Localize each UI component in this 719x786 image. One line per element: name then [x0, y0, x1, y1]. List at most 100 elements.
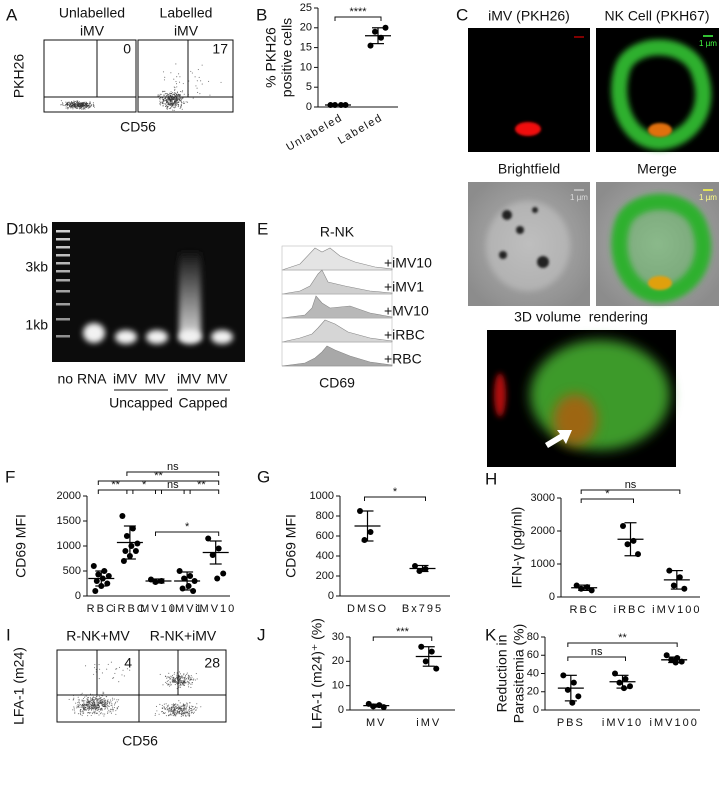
event-dot — [170, 99, 172, 101]
event-dot — [161, 97, 163, 99]
event-dot — [190, 70, 192, 72]
event-dot — [184, 708, 186, 710]
event-dot — [181, 97, 183, 99]
event-dot — [197, 91, 199, 94]
event-dot — [104, 708, 106, 710]
event-dot — [86, 698, 88, 700]
event-dot — [85, 695, 87, 697]
x-axis-label: CD56 — [122, 733, 158, 749]
event-dot — [162, 707, 164, 710]
gate — [139, 650, 179, 696]
event-dot — [176, 688, 178, 690]
event-dot — [64, 105, 66, 107]
data-point — [622, 675, 629, 682]
data-point — [367, 529, 374, 535]
y-tick-label: 25 — [300, 2, 312, 14]
event-dot — [175, 100, 177, 102]
event-dot — [82, 703, 84, 705]
y-axis-label: LFA-1 (m24)⁺ (%) — [309, 618, 325, 729]
event-dot — [84, 696, 86, 698]
event-dot — [83, 102, 85, 104]
event-dot — [72, 108, 74, 110]
event-dot — [95, 671, 97, 673]
event-dot — [102, 692, 104, 695]
event-dot — [81, 107, 83, 109]
event-dot — [90, 698, 92, 700]
x-tick-label: MV10 — [140, 603, 177, 615]
data-point — [214, 575, 221, 582]
event-dot — [181, 681, 183, 683]
event-dot — [181, 680, 183, 682]
ladder-band — [56, 262, 70, 265]
event-dot — [188, 80, 190, 82]
data-point — [666, 567, 673, 574]
event-dot — [177, 673, 179, 675]
event-dot — [169, 708, 171, 710]
event-dot — [96, 709, 98, 712]
event-dot — [166, 108, 168, 110]
event-dot — [208, 80, 210, 82]
event-dot — [174, 710, 176, 712]
data-point — [412, 563, 418, 569]
event-dot — [167, 103, 169, 105]
event-dot — [73, 697, 75, 699]
event-dot — [80, 709, 82, 711]
y-tick-label: 20 — [300, 22, 312, 34]
event-dot — [89, 703, 91, 705]
event-dot — [126, 668, 128, 670]
y-tick-label: 200 — [316, 570, 334, 582]
event-dot — [170, 107, 172, 109]
x-tick-label: iMV — [416, 717, 441, 729]
event-dot — [176, 99, 178, 101]
event-dot — [68, 101, 70, 103]
event-dot — [68, 105, 71, 107]
event-dot — [163, 96, 166, 98]
event-dot — [161, 102, 163, 104]
significance-bracket — [126, 489, 162, 494]
rna-band — [146, 330, 168, 344]
event-dot — [84, 703, 86, 706]
event-dot — [85, 665, 87, 667]
event-dot — [87, 105, 89, 107]
event-dot — [103, 698, 105, 700]
event-dot — [175, 95, 177, 97]
event-dot — [162, 105, 164, 107]
event-dot — [186, 672, 188, 674]
event-dot — [157, 94, 159, 96]
lane-label: MV — [207, 371, 229, 387]
event-dot — [172, 97, 174, 99]
event-dot — [188, 682, 190, 684]
plot-title: Unlabelled — [59, 5, 125, 21]
event-dot — [174, 94, 176, 96]
event-dot — [75, 103, 77, 105]
event-dot — [172, 707, 174, 709]
significance-label: ** — [197, 479, 206, 491]
event-dot — [175, 101, 177, 103]
event-dot — [170, 91, 172, 93]
event-dot — [174, 704, 176, 706]
event-dot — [94, 698, 97, 700]
y-tick-label: 500 — [63, 565, 81, 577]
event-dot — [191, 705, 193, 707]
significance-bracket — [155, 489, 191, 494]
event-dot — [182, 703, 184, 705]
event-dot — [175, 96, 177, 98]
event-dot — [178, 96, 180, 98]
panel-label: B — [256, 5, 267, 24]
event-dot — [190, 678, 193, 680]
event-dot — [95, 669, 97, 671]
event-dot — [98, 705, 100, 707]
event-dot — [162, 684, 164, 686]
gate — [57, 650, 98, 696]
data-point — [620, 523, 626, 530]
event-dot — [74, 107, 76, 109]
event-dot — [94, 708, 96, 711]
event-dot — [90, 105, 92, 107]
event-dot — [182, 677, 184, 679]
event-dot — [122, 669, 124, 671]
event-dot — [173, 102, 175, 104]
event-dot — [176, 706, 178, 708]
event-dot — [100, 702, 102, 704]
event-dot — [66, 105, 68, 107]
event-dot — [177, 677, 179, 679]
